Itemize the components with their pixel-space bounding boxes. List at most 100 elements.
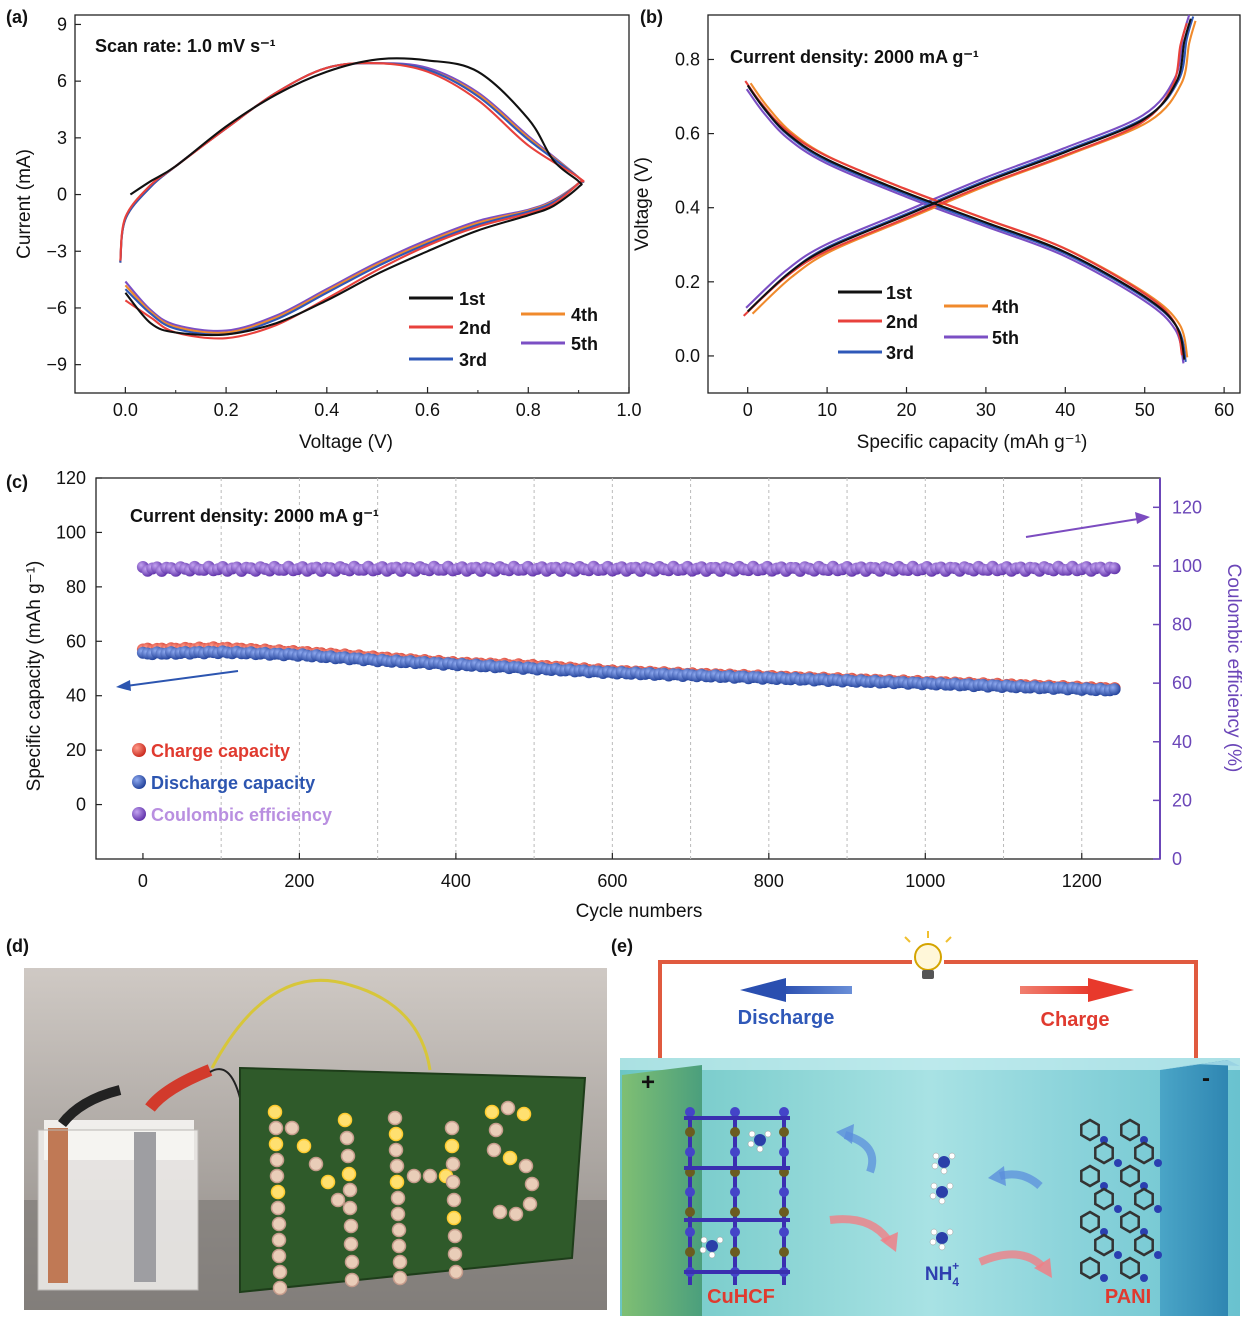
led — [390, 1206, 406, 1222]
a-xtick-label: 0.0 — [113, 400, 138, 420]
pani-ring — [1120, 1256, 1140, 1280]
lattice-atom — [730, 1107, 740, 1117]
led — [392, 1254, 408, 1270]
led — [392, 1270, 408, 1286]
c-y2tick-label: 40 — [1172, 732, 1192, 752]
hydrogen-atom — [700, 1236, 708, 1244]
hydrogen-atom — [929, 1238, 937, 1246]
hydrogen-atom — [946, 1228, 954, 1236]
led — [342, 1200, 358, 1216]
panel-b-label: (b) — [640, 7, 663, 27]
led — [391, 1222, 407, 1238]
led — [447, 1228, 463, 1244]
panel-c-ylabel: Specific capacity (mAh g⁻¹) — [24, 561, 45, 792]
charge-label: Charge — [1041, 1009, 1110, 1031]
hydrogen-atom — [938, 1197, 946, 1205]
discharge-axis-arrow — [125, 670, 239, 687]
led — [508, 1206, 524, 1222]
panel-b-frame — [707, 14, 1241, 394]
led — [271, 1216, 287, 1232]
led — [518, 1158, 534, 1174]
charge-curve-5th — [745, 14, 1191, 309]
anode-label: PANI — [1105, 1286, 1151, 1308]
charge-curve-1st — [746, 18, 1192, 313]
light-bulb-icon — [904, 931, 952, 979]
ce-legend-label: Coulombic efficiency — [151, 805, 332, 825]
led — [389, 1158, 405, 1174]
panel-c-annotation: Current density: 2000 mA g⁻¹ — [130, 506, 379, 526]
a-ytick-label: 9 — [57, 14, 67, 34]
b-ytick-label: 0.6 — [675, 124, 700, 144]
c-xtick-label: 600 — [597, 871, 627, 891]
panel-b: (b) Current density: 2000 mA g⁻¹ 0.00.20… — [632, 7, 1241, 453]
a-xtick-label: 0.4 — [314, 400, 339, 420]
pani-ring — [1134, 1233, 1154, 1257]
panel-d: (d) — [6, 936, 607, 1310]
pani-ring — [1080, 1118, 1100, 1142]
anode-electrode — [1160, 1060, 1228, 1316]
led — [446, 1210, 462, 1226]
b-legend-label: 1st — [886, 283, 912, 303]
series-ce-point — [136, 560, 1121, 577]
c-xtick-label: 1000 — [905, 871, 945, 891]
panel-a-x-axis: 0.0 0.2 0.4 0.6 0.8 1.0 — [74, 387, 642, 420]
led — [268, 1136, 284, 1152]
c-ytick-label: 60 — [66, 631, 86, 651]
lattice-atom — [685, 1107, 695, 1117]
discharge-label: Discharge — [738, 1007, 835, 1029]
b-ytick-label: 0.0 — [675, 346, 700, 366]
charge-curve-2nd — [742, 22, 1188, 317]
b-ytick-label: 0.8 — [675, 49, 700, 69]
a-xtick-label: 0.2 — [214, 400, 239, 420]
led — [524, 1176, 540, 1192]
charge-legend-marker — [132, 743, 146, 757]
panel-a: (a) Scan rate: 1.0 mV s⁻¹ −9 −6 −3 0 3 6 9 0.0… — [6, 7, 642, 453]
led — [272, 1264, 288, 1280]
led — [391, 1238, 407, 1254]
lattice-atom — [730, 1247, 740, 1257]
led — [486, 1142, 502, 1158]
panel-a-xlabel: Voltage (V) — [299, 432, 393, 453]
cv-curve-2nd — [119, 61, 585, 340]
a-xtick-label: 0.8 — [516, 400, 541, 420]
lattice-atom — [779, 1207, 789, 1217]
steel-electrode — [134, 1132, 156, 1282]
pani-ring — [1134, 1187, 1154, 1211]
b-xtick-label: 40 — [1055, 400, 1075, 420]
panel-b-ylabel: Voltage (V) — [632, 157, 653, 251]
hydrogen-atom — [930, 1182, 938, 1190]
pani-ring — [1080, 1210, 1100, 1234]
hydrogen-atom — [938, 1243, 946, 1251]
series-discharge-point — [136, 645, 1121, 697]
led — [488, 1122, 504, 1138]
hydrogen-atom — [930, 1228, 938, 1236]
lattice-atom — [685, 1187, 695, 1197]
lattice-atom — [779, 1107, 789, 1117]
c-y2tick-label: 120 — [1172, 497, 1202, 517]
ammonium-ion — [936, 1232, 948, 1244]
ammonium-ion — [936, 1186, 948, 1198]
pani-ring — [1094, 1233, 1114, 1257]
black-clip — [58, 1085, 122, 1128]
discharge-legend-label: Discharge capacity — [151, 773, 315, 793]
hydrogen-atom — [756, 1145, 764, 1153]
led — [448, 1264, 464, 1280]
panel-b-xlabel: Specific capacity (mAh g⁻¹) — [857, 432, 1088, 453]
led — [422, 1168, 438, 1184]
hydrogen-atom — [716, 1236, 724, 1244]
c-xtick-label: 200 — [284, 871, 314, 891]
c-y2tick-label: 100 — [1172, 556, 1202, 576]
pani-ring — [1120, 1210, 1140, 1234]
yellow-wire — [210, 978, 432, 1071]
lattice-atom — [685, 1147, 695, 1157]
panel-d-label: (d) — [6, 936, 29, 956]
led — [406, 1168, 422, 1184]
flow-arrow-pink-right — [978, 1250, 1045, 1270]
pani-nitrogen — [1114, 1205, 1122, 1213]
positive-terminal-label: + — [641, 1069, 655, 1096]
c-ytick-label: 120 — [56, 468, 86, 488]
b-xtick-label: 50 — [1135, 400, 1155, 420]
c-y2tick-label: 60 — [1172, 673, 1192, 693]
led — [344, 1272, 360, 1288]
led — [389, 1174, 405, 1190]
